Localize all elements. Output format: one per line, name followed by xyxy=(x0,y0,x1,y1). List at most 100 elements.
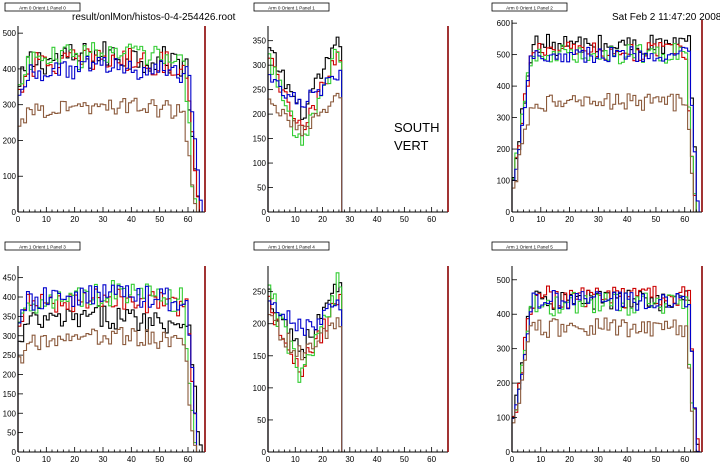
y-tick-label: 400 xyxy=(497,310,511,319)
panel-title-box xyxy=(491,2,568,12)
panel-title: Arm 1 Orient 1 Panel 3 xyxy=(19,245,66,250)
y-tick-label: 250 xyxy=(253,288,267,297)
y-tick-label: 0 xyxy=(506,208,511,217)
series-brown xyxy=(511,92,702,213)
timestamp-label: Sat Feb 2 11:47:20 2008 xyxy=(612,12,720,23)
y-tick-label: 100 xyxy=(3,172,17,181)
x-tick-label: 20 xyxy=(318,215,327,224)
y-tick-label: 0 xyxy=(262,208,267,217)
series-black xyxy=(17,41,205,213)
annotation-line2: VERT xyxy=(394,138,429,153)
x-tick-label: 10 xyxy=(536,215,545,224)
x-tick-label: 60 xyxy=(427,455,436,464)
panel-title-box xyxy=(4,241,81,251)
y-tick-label: 50 xyxy=(257,416,266,425)
x-tick-label: 40 xyxy=(127,455,136,464)
annotation-line1: SOUTH xyxy=(394,120,440,135)
x-tick-label: 40 xyxy=(623,215,632,224)
y-tick-label: 250 xyxy=(3,351,17,360)
series-green xyxy=(511,43,702,213)
x-tick-label: 50 xyxy=(155,215,164,224)
y-tick-label: 300 xyxy=(497,114,511,123)
x-tick-label: 20 xyxy=(565,215,574,224)
series-green xyxy=(17,279,205,453)
y-tick-label: 200 xyxy=(3,136,17,145)
x-tick-label: 40 xyxy=(127,215,136,224)
y-tick-label: 350 xyxy=(253,37,267,46)
y-tick-label: 150 xyxy=(253,135,267,144)
x-tick-label: 50 xyxy=(400,215,409,224)
y-tick-label: 300 xyxy=(3,101,17,110)
series-brown xyxy=(267,314,448,453)
series-brown xyxy=(17,326,205,453)
y-tick-label: 150 xyxy=(3,390,17,399)
x-tick-label: 30 xyxy=(99,455,108,464)
series-black xyxy=(511,289,702,453)
series-black xyxy=(17,305,205,453)
y-tick-label: 0 xyxy=(262,448,267,457)
x-tick-label: 50 xyxy=(400,455,409,464)
x-tick-label: 10 xyxy=(291,455,300,464)
x-tick-label: 30 xyxy=(345,455,354,464)
series-brown xyxy=(511,317,702,453)
x-tick-label: 50 xyxy=(651,215,660,224)
x-tick-label: 60 xyxy=(184,215,193,224)
y-tick-label: 50 xyxy=(257,184,266,193)
series-blue xyxy=(511,290,702,453)
series-red xyxy=(511,41,702,213)
y-tick-label: 500 xyxy=(497,51,511,60)
y-tick-label: 0 xyxy=(506,448,511,457)
series-green xyxy=(267,272,448,453)
panel-title: Arm 1 Orient 1 Panel 4 xyxy=(268,245,315,250)
series-red xyxy=(17,47,205,213)
panel-title-box xyxy=(491,241,568,251)
x-tick-label: 50 xyxy=(155,455,164,464)
x-tick-label: 40 xyxy=(373,455,382,464)
y-tick-label: 150 xyxy=(253,352,267,361)
panel-title-box xyxy=(4,2,81,12)
y-tick-label: 400 xyxy=(3,65,17,74)
y-tick-label: 500 xyxy=(3,29,17,38)
y-tick-label: 300 xyxy=(253,61,267,70)
y-tick-label: 600 xyxy=(497,19,511,28)
x-tick-label: 0 xyxy=(510,455,515,464)
series-red xyxy=(17,288,205,453)
y-tick-label: 0 xyxy=(12,448,17,457)
y-tick-label: 200 xyxy=(253,110,267,119)
y-tick-label: 200 xyxy=(497,145,511,154)
series-blue xyxy=(511,46,702,213)
y-tick-label: 200 xyxy=(3,371,17,380)
x-tick-label: 20 xyxy=(70,215,79,224)
series-black xyxy=(511,33,702,213)
series-green xyxy=(511,291,702,453)
x-tick-label: 0 xyxy=(16,215,21,224)
x-tick-label: 50 xyxy=(651,455,660,464)
y-tick-label: 500 xyxy=(497,276,511,285)
series-brown xyxy=(17,97,205,213)
x-tick-label: 40 xyxy=(623,455,632,464)
y-tick-label: 100 xyxy=(497,414,511,423)
panel-title: Arm 1 Orient 1 Panel 5 xyxy=(506,245,553,250)
x-tick-label: 20 xyxy=(318,455,327,464)
y-tick-label: 350 xyxy=(3,312,17,321)
y-tick-label: 50 xyxy=(7,429,16,438)
x-tick-label: 20 xyxy=(565,455,574,464)
x-tick-label: 30 xyxy=(345,215,354,224)
y-tick-label: 450 xyxy=(3,274,17,283)
series-blue xyxy=(267,299,448,453)
x-tick-label: 60 xyxy=(427,215,436,224)
x-tick-label: 60 xyxy=(680,215,689,224)
x-tick-label: 30 xyxy=(594,215,603,224)
x-tick-label: 20 xyxy=(70,455,79,464)
x-tick-label: 10 xyxy=(291,215,300,224)
x-tick-label: 0 xyxy=(266,455,271,464)
y-tick-label: 400 xyxy=(497,82,511,91)
y-tick-label: 250 xyxy=(253,86,267,95)
series-blue xyxy=(17,284,205,453)
y-tick-label: 200 xyxy=(253,320,267,329)
series-green xyxy=(17,42,205,213)
x-tick-label: 0 xyxy=(510,215,515,224)
y-tick-label: 300 xyxy=(497,345,511,354)
x-tick-label: 30 xyxy=(594,455,603,464)
